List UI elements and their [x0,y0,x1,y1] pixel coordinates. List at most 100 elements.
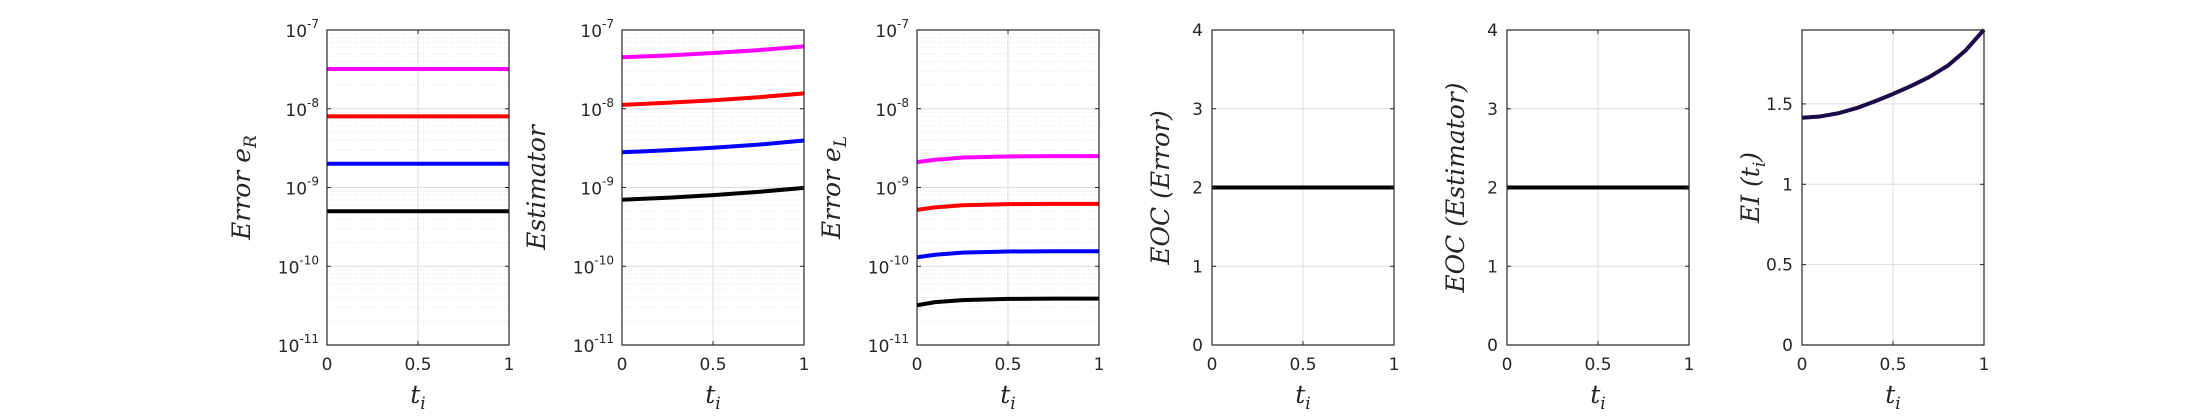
y-tick-exponent: -9 [602,175,614,189]
x-axis-label: ti [705,380,720,414]
y-tick-label: 10-8 [875,96,909,121]
series-line-2 [621,91,805,107]
y-axis-label-main: EOC (Estimator) [1441,82,1470,293]
x-tick-label: 0 [912,355,923,375]
y-axis-label-main: EOC (Error) [1146,110,1175,265]
tick-marks [621,29,805,346]
tick-marks [1211,29,1395,346]
y-tick-exponent: -10 [889,253,909,267]
y-tick-label: 10-9 [285,175,319,200]
y-tick-label: 2 [1192,179,1203,199]
y-axis-label-subscript: i [1750,162,1770,167]
grid-lines [916,29,1100,346]
x-axis-label-main: t [1885,380,1896,409]
x-axis-label-main: t [410,380,421,409]
grid-lines [621,29,805,346]
y-tick-exponent: -11 [299,332,319,346]
x-tick-label: 0 [617,355,628,375]
series-line-1 [916,154,1099,165]
y-tick-base: 10 [573,258,595,278]
x-axis-label-subscript: i [1600,394,1605,414]
y-tick-label: 10-11 [573,332,614,357]
x-tick-label: 0 [1502,355,1513,375]
y-axis-label-subscript: L [831,136,851,148]
y-tick-exponent: -10 [594,253,614,267]
y-tick-label: 1 [1782,175,1793,195]
x-tick-label: 0.5 [1289,355,1316,375]
y-tick-label: 4 [1192,21,1203,41]
series-line-2 [916,201,1099,212]
y-tick-exponent: -11 [594,332,614,346]
y-tick-exponent: -8 [602,96,614,110]
x-axis-label-main: t [1295,380,1306,409]
x-axis-label: ti [1000,380,1015,414]
x-axis-label-subscript: i [1010,394,1015,414]
y-tick-label: 0 [1487,336,1498,356]
series-group [916,154,1099,308]
y-tick-label: 1 [1487,257,1498,277]
series-group [1801,28,1986,120]
y-axis-label-main: EI (t [1736,166,1765,224]
y-tick-label: 10-8 [285,96,319,121]
y-tick-base: 10 [278,258,300,278]
series-line-1 [1801,28,1986,120]
y-tick-label: 10-8 [580,96,614,121]
x-axis-label-main: t [1000,380,1011,409]
y-tick-base: 10 [875,22,897,42]
y-tick-label: 10-10 [868,253,909,278]
y-tick-base: 10 [580,180,602,200]
y-axis-label-suffix: ) [1736,152,1765,163]
x-tick-label: 1 [1684,355,1695,375]
y-tick-label: 3 [1192,100,1203,120]
y-tick-exponent: -7 [897,17,909,31]
tick-marks [916,29,1100,346]
y-tick-base: 10 [285,180,307,200]
y-tick-label: 10-7 [875,17,909,42]
y-tick-base: 10 [875,180,897,200]
series-group [621,44,805,202]
chart-panel-4: 0 0.5 1 0 1 2 3 4 ti EOC (Error) [1146,21,1399,414]
series-line-3 [916,249,1099,260]
y-tick-label: 1 [1192,257,1203,277]
y-tick-exponent: -10 [299,253,319,267]
y-tick-label: 0 [1782,336,1793,356]
y-axis-label: EOC (Estimator) [1441,82,1470,293]
x-tick-label: 1 [1094,355,1105,375]
y-axis-label-subscript: R [241,135,261,149]
x-axis-label-subscript: i [715,394,720,414]
x-axis-label-subscript: i [420,394,425,414]
y-axis-label: EI (ti) [1736,152,1770,224]
y-tick-base: 10 [580,101,602,121]
y-tick-base: 10 [580,22,602,42]
y-tick-label: 10-9 [580,175,614,200]
series-group [327,66,509,214]
x-axis-label-subscript: i [1895,394,1900,414]
x-axis-label: ti [1885,380,1900,414]
y-tick-base: 10 [868,337,890,357]
y-axis-label: Error eL [817,136,851,240]
y-tick-label: 10-9 [875,175,909,200]
y-tick-label: 0.5 [1766,256,1793,276]
x-axis-label: ti [1590,380,1605,414]
y-tick-base: 10 [278,337,300,357]
y-axis-label: Estimator [522,123,551,251]
y-axis-label-main: Error e [227,148,256,241]
x-tick-label: 0.5 [994,355,1021,375]
series-line-3 [621,138,805,155]
y-tick-base: 10 [285,101,307,121]
y-axis-label: Error eR [227,135,261,241]
x-tick-label: 0 [322,355,333,375]
y-axis-label: EOC (Error) [1146,110,1175,265]
chart-panel-5: 0 0.5 1 0 1 2 3 4 ti EOC (Estimator) [1441,21,1694,414]
tick-marks [326,29,510,346]
x-tick-label: 0.5 [699,355,726,375]
tick-marks [1506,29,1690,346]
tick-marks [1801,30,1985,346]
y-tick-label: 10-7 [580,17,614,42]
y-tick-label: 10-10 [573,253,614,278]
x-tick-label: 1 [1979,355,1990,375]
